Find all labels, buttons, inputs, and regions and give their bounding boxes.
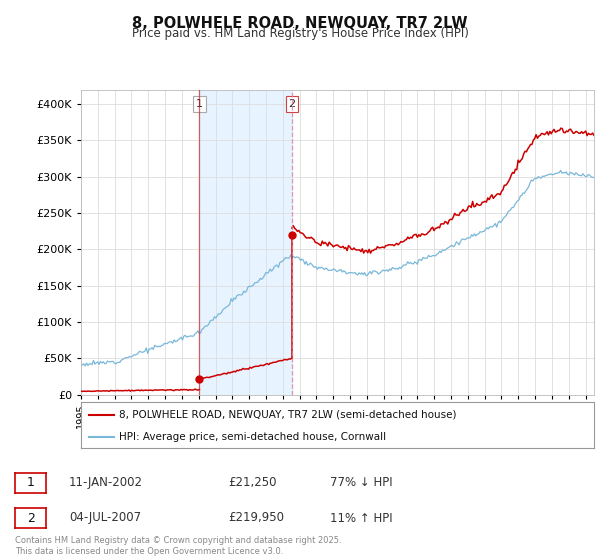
Bar [199, 90, 292, 395]
Text: Contains HM Land Registry data © Crown copyright and database right 2025.
This d: Contains HM Land Registry data © Crown c… [15, 536, 341, 556]
Text: 11% ↑ HPI: 11% ↑ HPI [330, 511, 392, 525]
Text: 1: 1 [26, 476, 35, 489]
Text: 8, POLWHELE ROAD, NEWQUAY, TR7 2LW: 8, POLWHELE ROAD, NEWQUAY, TR7 2LW [132, 16, 468, 31]
Text: 8, POLWHELE ROAD, NEWQUAY, TR7 2LW (semi-detached house): 8, POLWHELE ROAD, NEWQUAY, TR7 2LW (semi… [119, 410, 457, 420]
Text: 04-JUL-2007: 04-JUL-2007 [69, 511, 141, 525]
Text: HPI: Average price, semi-detached house, Cornwall: HPI: Average price, semi-detached house,… [119, 432, 386, 441]
Text: Price paid vs. HM Land Registry's House Price Index (HPI): Price paid vs. HM Land Registry's House … [131, 27, 469, 40]
Text: 2: 2 [289, 99, 295, 109]
Text: 77% ↓ HPI: 77% ↓ HPI [330, 476, 392, 489]
Text: £219,950: £219,950 [228, 511, 284, 525]
Text: 11-JAN-2002: 11-JAN-2002 [69, 476, 143, 489]
Text: 2: 2 [26, 511, 35, 525]
Text: 1: 1 [196, 99, 203, 109]
Text: £21,250: £21,250 [228, 476, 277, 489]
